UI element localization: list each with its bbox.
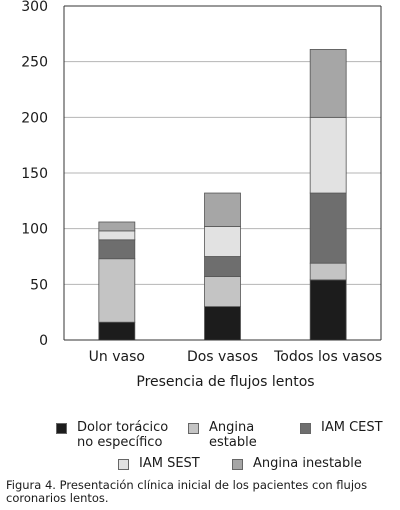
bar-segment-2-2 — [204, 276, 241, 308]
x-axis-title: Presencia de flujos lentos — [136, 374, 314, 390]
legend-swatch — [56, 423, 67, 434]
x-tick-label: Todos los vasos — [273, 349, 382, 365]
legend-swatch — [232, 459, 243, 470]
y-tick-label: 200 — [21, 110, 48, 126]
x-tick-label: Dos vasos — [187, 349, 258, 365]
bar-segment-3-2 — [204, 256, 241, 277]
legend-label: Dolor torácico no específico — [77, 420, 169, 450]
y-tick-labels: 0 50 100 150 200 250 300 — [21, 0, 48, 349]
legend-label: IAM CEST — [321, 420, 383, 435]
bar-segment-1-3 — [309, 279, 347, 341]
bar-segment-1-2 — [204, 306, 241, 341]
x-tick-label: Un vaso — [89, 349, 145, 365]
y-tick-label: 150 — [21, 166, 48, 182]
legend-item: IAM CEST — [300, 420, 392, 435]
legend-swatch — [118, 459, 129, 470]
bar-segment-2-1 — [98, 258, 136, 323]
bar-segment-4-3 — [309, 116, 347, 194]
bar-segment-1-1 — [98, 321, 136, 341]
legend-item: Angina estable — [188, 420, 298, 450]
bar-stacks — [98, 49, 347, 341]
figure-caption: Figura 4. Presentación clínica inicial d… — [6, 478, 368, 505]
bar-segment-2-3 — [309, 262, 347, 281]
legend-label: Angina inestable — [253, 456, 362, 471]
bar-segment-5-2 — [204, 192, 241, 227]
y-tick-label: 250 — [21, 55, 48, 71]
y-tick-label: 50 — [30, 277, 48, 293]
stacked-bar-chart: 0 50 100 150 200 250 300 Un vaso Dos vasos Todos… — [21, 0, 383, 390]
bar-segment-4-2 — [204, 226, 241, 257]
legend-label: IAM SEST — [139, 456, 200, 471]
y-tick-label: 300 — [21, 0, 48, 15]
legend-item: Angina inestable — [232, 456, 382, 471]
y-tick-label: 100 — [21, 222, 48, 238]
y-tick-label: 0 — [39, 333, 48, 349]
bar-segment-3-1 — [98, 239, 136, 260]
x-tick-labels: Un vaso Dos vasos Todos los vasos — [89, 349, 383, 365]
legend-label: Angina estable — [209, 420, 257, 450]
bar-segment-4-1 — [98, 230, 136, 241]
legend-swatch — [188, 423, 199, 434]
legend-item: Dolor torácico no específico — [56, 420, 184, 450]
bar-segment-5-1 — [98, 221, 136, 232]
bar-segment-5-3 — [309, 49, 347, 118]
legend-item: IAM SEST — [118, 456, 218, 471]
bar-segment-3-3 — [309, 192, 347, 264]
legend-swatch — [300, 423, 311, 434]
